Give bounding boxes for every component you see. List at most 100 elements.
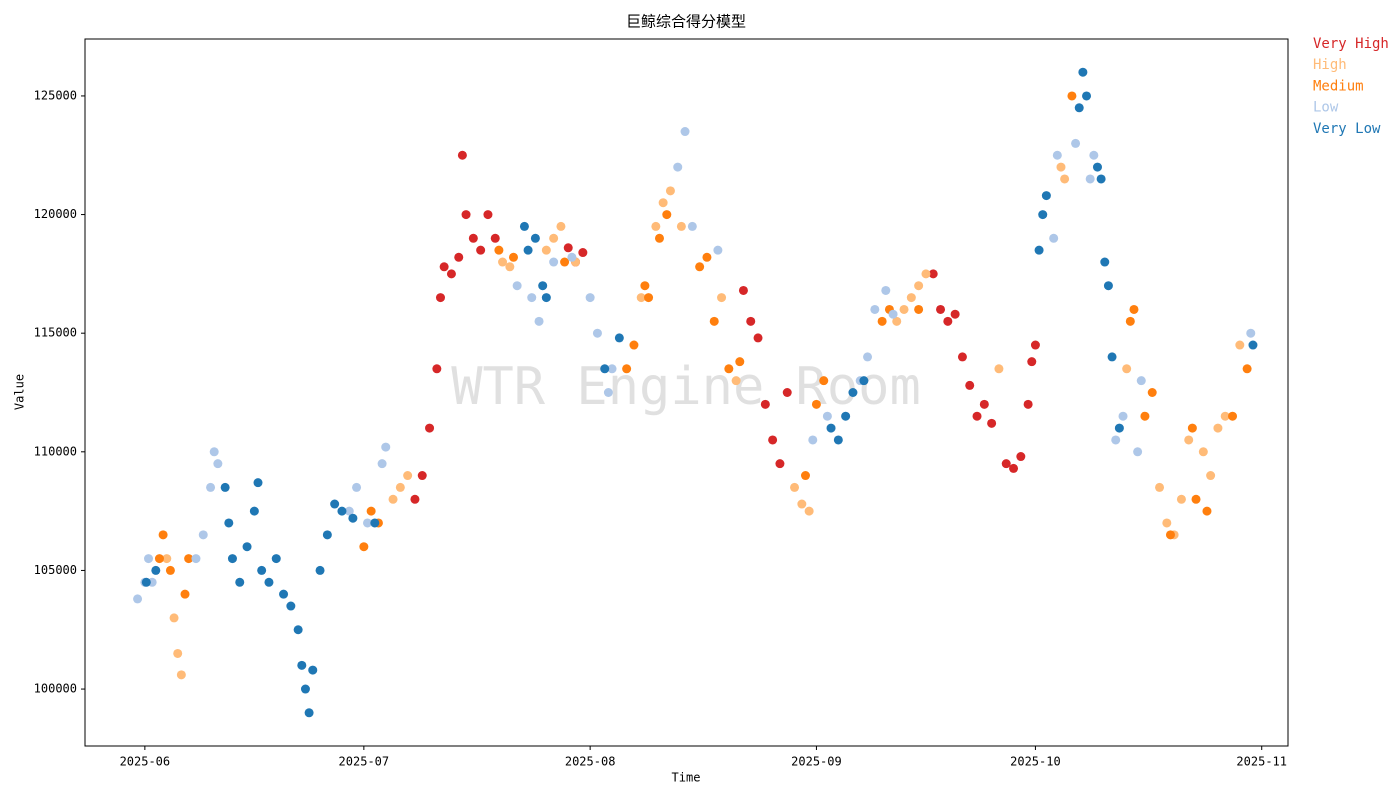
point bbox=[585, 293, 595, 303]
point bbox=[508, 252, 518, 262]
point bbox=[271, 554, 281, 564]
point bbox=[315, 565, 325, 575]
point bbox=[1100, 257, 1110, 267]
point bbox=[826, 423, 836, 433]
point bbox=[563, 243, 573, 253]
legend-entry: Very High bbox=[1313, 36, 1389, 52]
y-tick-label: 100000 bbox=[34, 682, 77, 696]
point bbox=[662, 210, 672, 220]
point bbox=[242, 542, 252, 552]
point bbox=[352, 482, 362, 492]
point bbox=[381, 442, 391, 452]
point bbox=[1089, 150, 1099, 160]
x-tick-label: 2025-08 bbox=[565, 755, 616, 769]
point bbox=[527, 293, 537, 303]
plot-frame bbox=[84, 38, 1289, 747]
point bbox=[782, 388, 792, 397]
point bbox=[592, 328, 602, 338]
point bbox=[811, 399, 821, 409]
point bbox=[665, 186, 675, 196]
point bbox=[928, 269, 938, 279]
point bbox=[1155, 482, 1165, 492]
point bbox=[822, 411, 832, 421]
point bbox=[169, 613, 179, 623]
point bbox=[848, 388, 858, 397]
point bbox=[165, 565, 175, 575]
point bbox=[180, 589, 190, 599]
point bbox=[191, 554, 201, 564]
point bbox=[731, 376, 741, 386]
point bbox=[1009, 463, 1019, 473]
point bbox=[1248, 340, 1258, 350]
x-tick-label: 2025-11 bbox=[1236, 755, 1287, 769]
point bbox=[1001, 459, 1011, 469]
point bbox=[206, 482, 216, 492]
point bbox=[1027, 357, 1037, 367]
point bbox=[224, 518, 234, 528]
point bbox=[775, 459, 785, 469]
point bbox=[1016, 452, 1026, 462]
point bbox=[972, 411, 982, 421]
point bbox=[538, 281, 548, 291]
point bbox=[556, 221, 566, 231]
point bbox=[881, 285, 891, 295]
point bbox=[308, 665, 318, 675]
point bbox=[293, 625, 303, 635]
point bbox=[914, 304, 924, 314]
y-axis-label: Value bbox=[13, 374, 27, 410]
point bbox=[709, 316, 719, 326]
point bbox=[724, 364, 734, 374]
point bbox=[892, 316, 902, 326]
point bbox=[297, 660, 307, 670]
point bbox=[1056, 162, 1066, 172]
point bbox=[1206, 471, 1216, 481]
point bbox=[1085, 174, 1095, 184]
point bbox=[454, 252, 464, 262]
point bbox=[519, 221, 529, 231]
y-tick-label: 125000 bbox=[34, 88, 77, 102]
point bbox=[1049, 233, 1059, 243]
point bbox=[388, 494, 398, 504]
y-tick-label: 105000 bbox=[34, 563, 77, 577]
point bbox=[1114, 423, 1124, 433]
point bbox=[1125, 316, 1135, 326]
point bbox=[644, 293, 654, 303]
point bbox=[505, 262, 515, 272]
point bbox=[1107, 352, 1117, 362]
point bbox=[1074, 103, 1084, 113]
point bbox=[425, 423, 435, 433]
legend-entry: Low bbox=[1313, 100, 1339, 116]
point bbox=[530, 233, 540, 243]
point bbox=[870, 304, 880, 314]
point bbox=[760, 399, 770, 409]
point bbox=[162, 554, 172, 564]
point bbox=[1184, 435, 1194, 445]
point bbox=[209, 447, 219, 457]
point bbox=[304, 708, 314, 718]
point bbox=[1067, 91, 1077, 101]
point bbox=[235, 577, 245, 587]
y-tick-label: 120000 bbox=[34, 207, 77, 221]
points bbox=[133, 67, 1258, 718]
point bbox=[344, 506, 354, 516]
point bbox=[264, 577, 274, 587]
point bbox=[607, 364, 617, 374]
point bbox=[936, 304, 946, 314]
point bbox=[833, 435, 843, 445]
point bbox=[322, 530, 332, 540]
point bbox=[1122, 364, 1132, 374]
point bbox=[141, 577, 151, 587]
point bbox=[1191, 494, 1201, 504]
point bbox=[863, 352, 873, 362]
point bbox=[921, 269, 931, 279]
point bbox=[859, 376, 869, 386]
point bbox=[680, 127, 690, 137]
point bbox=[541, 245, 551, 255]
point bbox=[348, 513, 358, 523]
point bbox=[549, 233, 559, 243]
point bbox=[808, 435, 818, 445]
point bbox=[435, 293, 445, 303]
point bbox=[279, 589, 289, 599]
point bbox=[549, 257, 559, 267]
